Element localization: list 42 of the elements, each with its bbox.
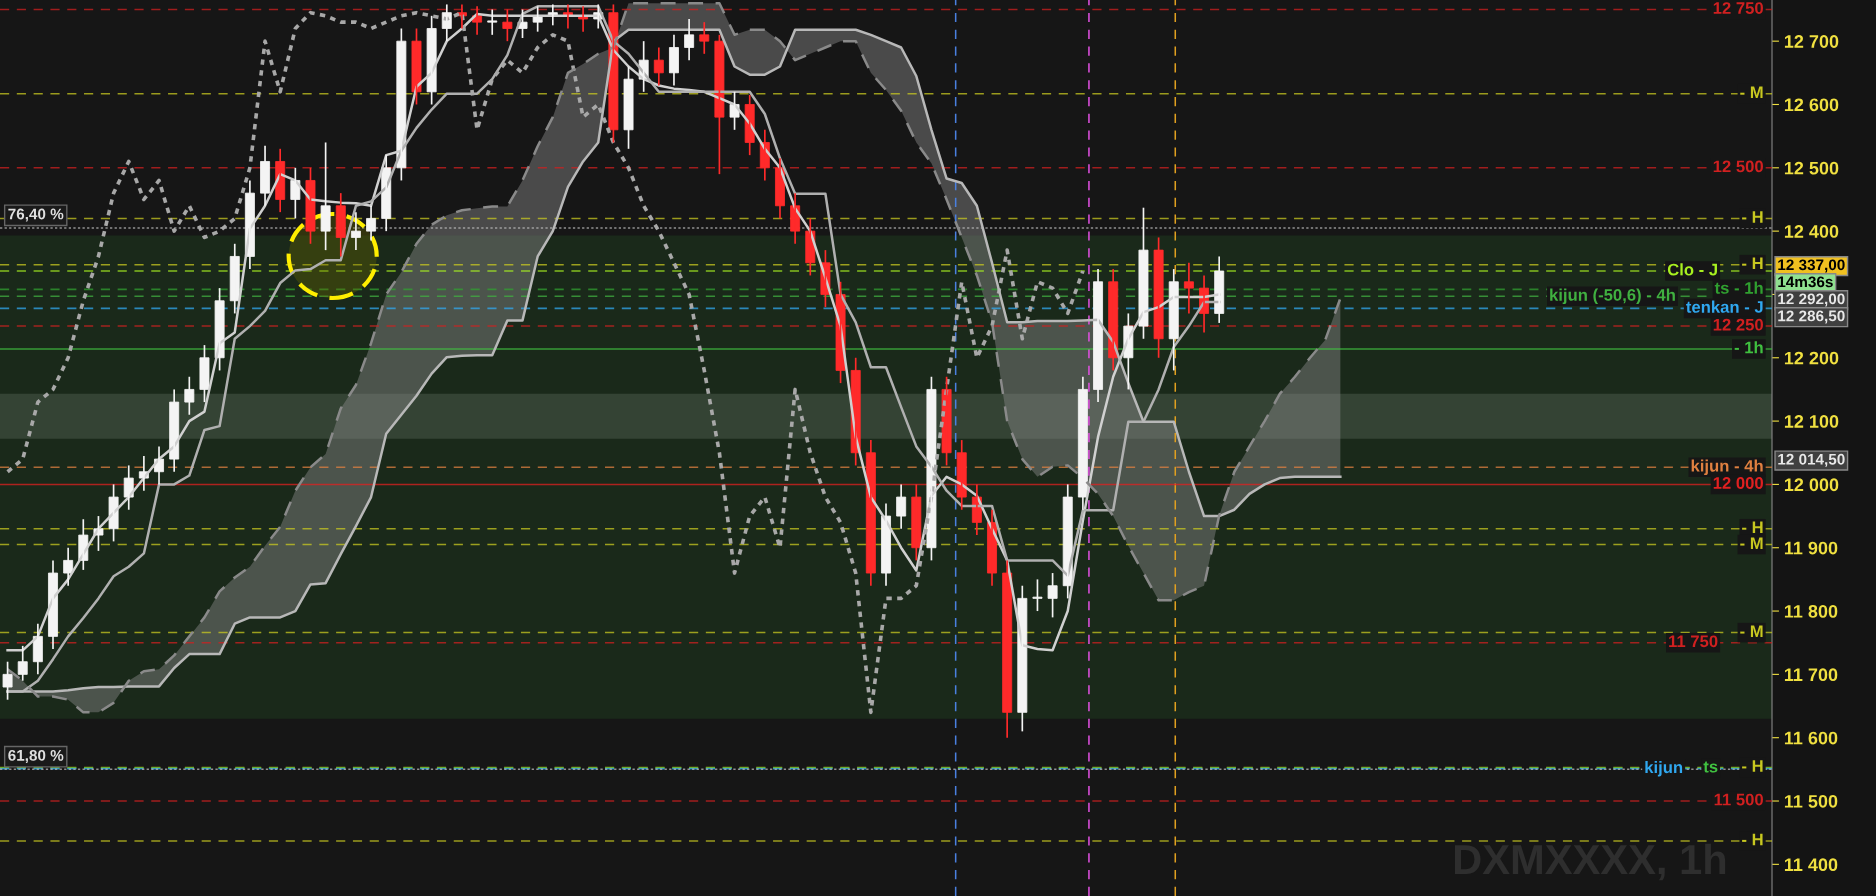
y-tick-label: 11 800 <box>1784 604 1838 618</box>
ref-line-label: tenkan - J <box>1686 300 1763 313</box>
ref-line-label: - M <box>1740 86 1763 99</box>
text: 12 337,00 <box>1778 259 1845 273</box>
ref-line-label: kijun - 4h <box>1691 459 1763 476</box>
ref-line-label: 12 000 <box>1713 477 1763 489</box>
y-tick-label: 12 500 <box>1784 161 1839 175</box>
ref-line-label: - H <box>1742 211 1763 223</box>
y-tick-label: 12 700 <box>1784 35 1839 48</box>
ref-line-label: - 1h <box>1734 341 1763 354</box>
text: 12 286,50 <box>1778 310 1845 324</box>
ref-line-label: ts - 1h <box>1714 281 1763 294</box>
text: 12 014,50 <box>1778 453 1845 467</box>
ref-line-label: 12 500 <box>1713 160 1763 173</box>
y-tick-label: 11 700 <box>1784 668 1838 682</box>
ref-line-label: 12 250 <box>1713 318 1763 331</box>
ref-line-label: - H <box>1742 257 1763 269</box>
y-tick-label: 11 600 <box>1784 731 1838 745</box>
ref-line-label: ts <box>1703 761 1718 773</box>
annotation: 61,80 % <box>8 749 64 763</box>
ref-line-label: - M <box>1740 537 1763 549</box>
text: 14m36s <box>1778 276 1833 288</box>
y-tick-label: 11 500 <box>1784 794 1838 808</box>
ref-line-label: kijun <box>1645 760 1683 777</box>
ref-line-label: Clo - J <box>1667 263 1717 276</box>
y-tick-label: 11 400 <box>1784 858 1838 872</box>
y-tick-label: 12 400 <box>1784 225 1839 238</box>
ref-line-label: 11 750 <box>1669 635 1718 648</box>
ref-line-label: - H <box>1742 521 1763 534</box>
ref-line-label: 11 500 <box>1714 793 1763 806</box>
y-tick-label: 12 000 <box>1784 478 1839 492</box>
annotation: 76,40 % <box>8 208 64 222</box>
ref-line-label: - H <box>1742 760 1763 772</box>
y-tick-label: 12 600 <box>1784 98 1839 112</box>
y-tick-label: 11 900 <box>1784 541 1838 555</box>
ref-line-label: - H <box>1742 833 1763 846</box>
ref-line-label: kijun (-50,6) - 4h <box>1550 288 1675 305</box>
ref-line-label: - M <box>1740 625 1763 637</box>
text: 12 292,00 <box>1778 293 1845 307</box>
y-tick-label: 12 200 <box>1784 351 1839 365</box>
y-tick-label: 12 100 <box>1784 415 1839 428</box>
ref-line-label: 12 750 <box>1713 2 1763 14</box>
